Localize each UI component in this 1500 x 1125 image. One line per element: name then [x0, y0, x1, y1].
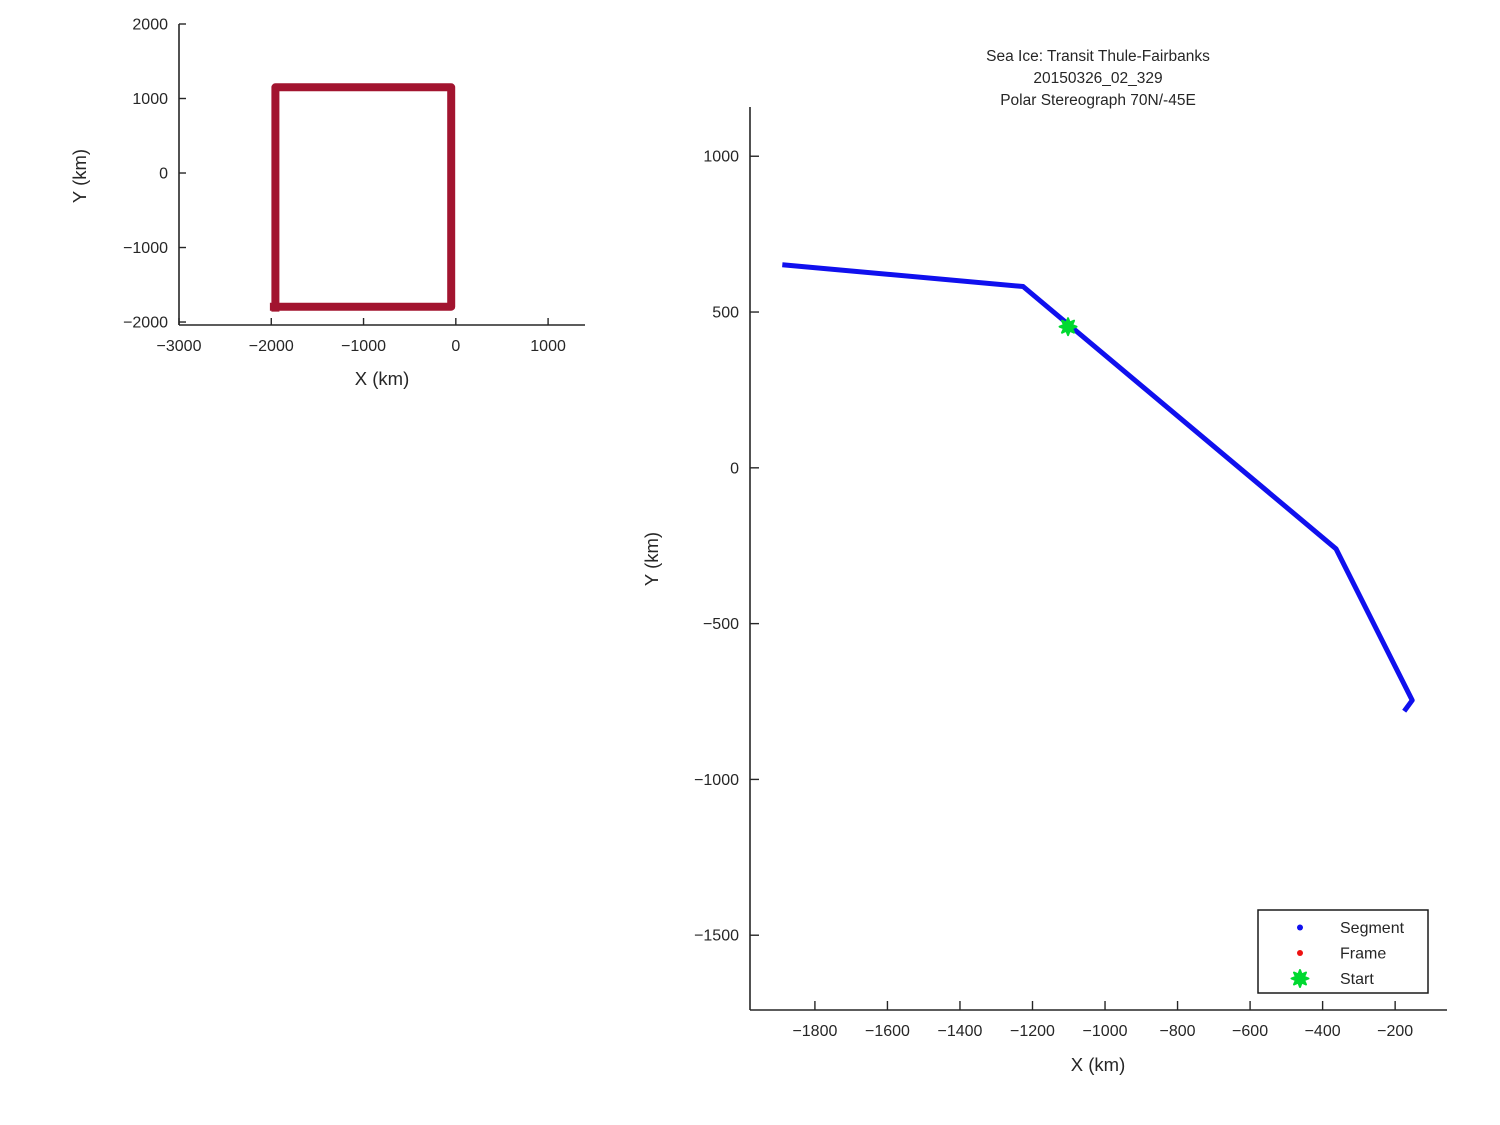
overview-axes: −3000 −2000 −1000 0 1000 −2000 −1000 0 1000 2000: [123, 17, 585, 355]
y-tick-label: 1000: [703, 149, 739, 166]
transit-series: [782, 262, 1415, 713]
segment-track-line: [782, 262, 1415, 713]
y-tick-label: 500: [712, 305, 739, 322]
legend-box: [1257, 909, 1429, 994]
x-tick-label: −1800: [792, 1023, 837, 1040]
legend-marker-frame-dot-icon: [1297, 950, 1303, 956]
transit-xaxis-label: X (km): [1071, 1054, 1125, 1075]
x-tick-label: −1000: [1083, 1023, 1128, 1040]
x-tick-label: −400: [1305, 1023, 1341, 1040]
x-tick-label: 1000: [530, 338, 566, 355]
y-tick-label: 1000: [132, 91, 168, 108]
legend-label-segment: Segment: [1340, 920, 1405, 937]
plot-title-line3: Polar Stereograph 70N/-45E: [1000, 92, 1196, 109]
y-tick-label: 2000: [132, 17, 168, 34]
overview-series: [269, 83, 456, 312]
legend-markers: [1290, 924, 1310, 988]
x-tick-label: −600: [1232, 1023, 1268, 1040]
transit-yaxis-label: Y (km): [641, 532, 662, 586]
x-tick-label: −2000: [249, 338, 294, 355]
y-tick-label: −1500: [694, 928, 739, 945]
x-tick-label: −1200: [1010, 1023, 1055, 1040]
y-tick-label: −1000: [123, 240, 168, 257]
legend-marker-start-star-icon: [1290, 969, 1310, 988]
x-tick-label: −800: [1160, 1023, 1196, 1040]
y-tick-label: −500: [703, 616, 739, 633]
plot-title-line1: Sea Ice: Transit Thule-Fairbanks: [986, 48, 1210, 65]
y-tick-label: 0: [159, 166, 168, 183]
y-tick-label: −1000: [694, 772, 739, 789]
start-marker: [1058, 317, 1078, 337]
x-tick-label: −1000: [341, 338, 386, 355]
x-tick-label: −3000: [157, 338, 202, 355]
legend-label-start: Start: [1340, 971, 1374, 988]
legend-label-frame: Frame: [1340, 946, 1386, 963]
x-tick-label: −1600: [865, 1023, 910, 1040]
overview-xaxis-label: X (km): [355, 368, 409, 389]
x-tick-label: −200: [1377, 1023, 1413, 1040]
plot-title-line2: 20150326_02_329: [1033, 70, 1162, 87]
y-tick-label: −2000: [123, 315, 168, 332]
y-tick-label: 0: [730, 460, 739, 477]
x-tick-label: −1400: [938, 1023, 983, 1040]
legend: Segment Frame Start: [1257, 909, 1429, 994]
legend-marker-segment-dot-icon: [1297, 924, 1303, 931]
x-tick-label: 0: [451, 338, 460, 355]
overview-yaxis-label: Y (km): [69, 149, 90, 203]
transit-axes: −1800 −1600 −1400 −1200 −1000 −800 −600 −400 −20…: [694, 107, 1447, 1040]
coverage-box-line: [269, 83, 456, 312]
